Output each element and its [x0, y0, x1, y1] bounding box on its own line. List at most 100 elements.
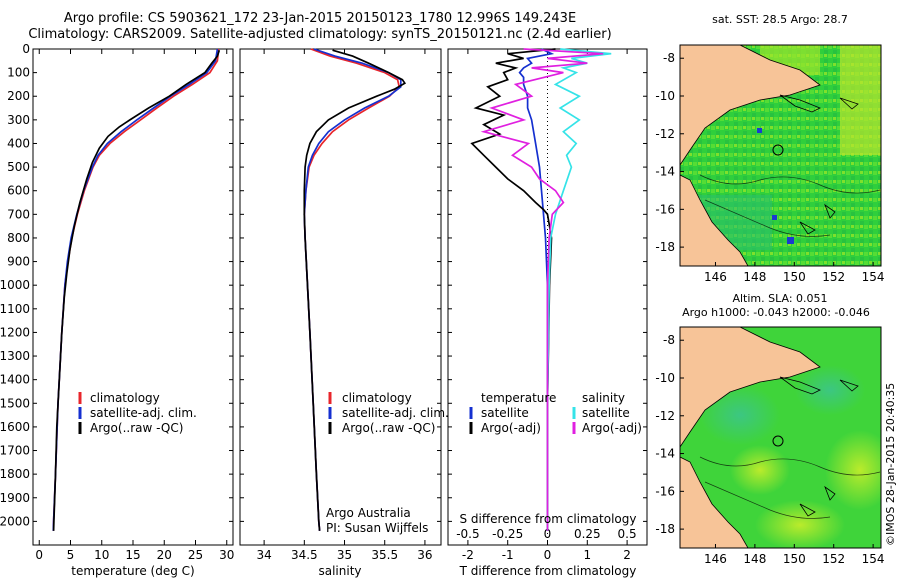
- map-y-tick-label: -14: [655, 165, 675, 179]
- y-tick-label: 200: [7, 89, 30, 103]
- y-tick-label: 300: [7, 113, 30, 127]
- legend-label-s-argo: Argo(-adj): [582, 421, 642, 435]
- map-x-tick-label: 148: [743, 270, 766, 284]
- y-tick-label: 1700: [0, 444, 30, 458]
- sst-cold-pixel: [787, 237, 794, 244]
- sst-bathymetry-contour: [699, 174, 881, 237]
- salinity-axes: [239, 48, 442, 546]
- sla-map-frame: [679, 326, 882, 549]
- map-ticks: 146 148 150 152 154 -8 -10 -12 -14 -16 -18 146 148 15…: [655, 51, 884, 566]
- sla-argo-marker: [772, 435, 784, 447]
- salinity-xlabel: salinity: [318, 564, 361, 578]
- map-x-tick-label: 152: [822, 552, 845, 566]
- x-tick-label: 5: [67, 548, 75, 562]
- sst-cold-pixel: [757, 128, 762, 133]
- x-tick-label: 1: [583, 548, 591, 562]
- sst-land-png: [680, 45, 821, 166]
- x-tick-label: 34.5: [291, 548, 318, 562]
- sla-blob: [700, 385, 780, 445]
- x-tick-label: -1: [502, 548, 514, 562]
- temperature-axes: [32, 48, 234, 546]
- sst-map-title: sat. SST: 28.5 Argo: 28.7: [712, 13, 848, 26]
- title-line-2: Climatology: CARS2009. Satellite-adjuste…: [28, 27, 612, 42]
- annotation-pi: PI: Susan Wijffels: [326, 521, 428, 535]
- x-tick-label: 25: [188, 548, 203, 562]
- x-tick-label: 0: [544, 548, 552, 562]
- x-tick-label-top: -0.25: [492, 527, 523, 541]
- legend-label-argo: Argo(..raw -QC): [342, 421, 435, 435]
- sla-land-png: [680, 327, 821, 448]
- legend-label-climatology: climatology: [90, 391, 160, 405]
- map-y-tick-label: -18: [655, 522, 675, 536]
- y-tick-label: 1500: [0, 396, 30, 410]
- legend-title-salinity: salinity: [582, 391, 625, 405]
- title-line-1: Argo profile: CS 5903621_172 23-Jan-2015…: [63, 11, 577, 26]
- series-line-argo-raw-qc-: [52, 49, 221, 531]
- y-tick-label: 1300: [0, 349, 30, 363]
- x-tick-label: 15: [125, 548, 140, 562]
- sst-argo-marker: [772, 144, 784, 156]
- map-y-tick-label: -10: [655, 371, 675, 385]
- x-tick-label: 20: [157, 548, 172, 562]
- map-y-tick-label: -14: [655, 447, 675, 461]
- map-x-tick-label: 154: [862, 270, 885, 284]
- x-tick-label-top: 0.25: [574, 527, 601, 541]
- map-y-tick-label: -8: [663, 333, 675, 347]
- salinity-plot: 34 34.5 35 35.5 36: [240, 48, 441, 562]
- x-tick-label: 36: [417, 548, 432, 562]
- legend-label-s-satellite: satellite: [582, 406, 630, 420]
- y-tick-label: 1200: [0, 325, 30, 339]
- y-tick-label: 1400: [0, 373, 30, 387]
- legend-label-satellite: satellite-adj. clim.: [90, 406, 197, 420]
- y-tick-label: 1900: [0, 491, 30, 505]
- x-tick-label: 35.5: [371, 548, 398, 562]
- map-y-tick-label: -12: [655, 409, 675, 423]
- y-tick-label: 600: [7, 184, 30, 198]
- y-tick-label: 1000: [0, 278, 30, 292]
- sla-blob: [825, 430, 881, 510]
- map-x-tick-label: 150: [783, 552, 806, 566]
- x-tick-label: 34: [256, 548, 271, 562]
- legend-label-t-satellite: satellite: [481, 406, 529, 420]
- y-tick-label: 400: [7, 136, 30, 150]
- legend-title-temperature: temperature: [481, 391, 556, 405]
- legend-label-satellite: satellite-adj. clim.: [342, 406, 449, 420]
- map-y-tick-label: -10: [655, 89, 675, 103]
- map-y-tick-label: -12: [655, 127, 675, 141]
- sst-cold-pixel: [772, 215, 777, 220]
- sst-islands: [779, 94, 859, 235]
- map-y-tick-label: -8: [663, 51, 675, 65]
- x-tick-label: 30: [219, 548, 234, 562]
- legend-label-climatology: climatology: [342, 391, 412, 405]
- y-tick-label: 100: [7, 66, 30, 80]
- sla-map: Altim. SLA: 0.051 Argo h1000: -0.043 h20…: [679, 292, 882, 549]
- y-tick-label: 700: [7, 207, 30, 221]
- credit-text: ©IMOS 28-Jan-2015 20:40:35: [884, 383, 897, 546]
- y-tick-label: 1800: [0, 467, 30, 481]
- y-tick-label: 900: [7, 255, 30, 269]
- y-tick-label: 1600: [0, 420, 30, 434]
- annotation-argo-australia: Argo Australia: [326, 506, 411, 520]
- map-x-tick-label: 150: [783, 270, 806, 284]
- y-tick-label: 1100: [0, 302, 30, 316]
- x-tick-label-top: 0.5: [618, 527, 637, 541]
- x-tick-label: -2: [462, 548, 474, 562]
- map-x-tick-label: 148: [743, 552, 766, 566]
- legend-label-t-argo: Argo(-adj): [481, 421, 541, 435]
- sla-land-australia: [680, 456, 749, 548]
- y-tick-label: 2000: [0, 514, 30, 528]
- sla-map-title-1: Altim. SLA: 0.051: [732, 292, 827, 305]
- sla-blob: [795, 365, 865, 415]
- difference-xlabel: T difference from climatology: [459, 564, 637, 578]
- sla-blob: [755, 500, 845, 548]
- temperature-xlabel: temperature (deg C): [71, 564, 194, 578]
- difference-legend: temperature satellite Argo(-adj) salinit…: [469, 391, 642, 435]
- temperature-legend: climatology satellite-adj. clim. Argo(..…: [78, 391, 197, 435]
- series-line-s-satellite: [546, 48, 612, 531]
- y-tick-label: 500: [7, 160, 30, 174]
- sst-map: sat. SST: 28.5 Argo: 28.7: [679, 13, 882, 267]
- x-tick-label: 10: [94, 548, 109, 562]
- series-line-s-argo-adj-: [480, 48, 604, 531]
